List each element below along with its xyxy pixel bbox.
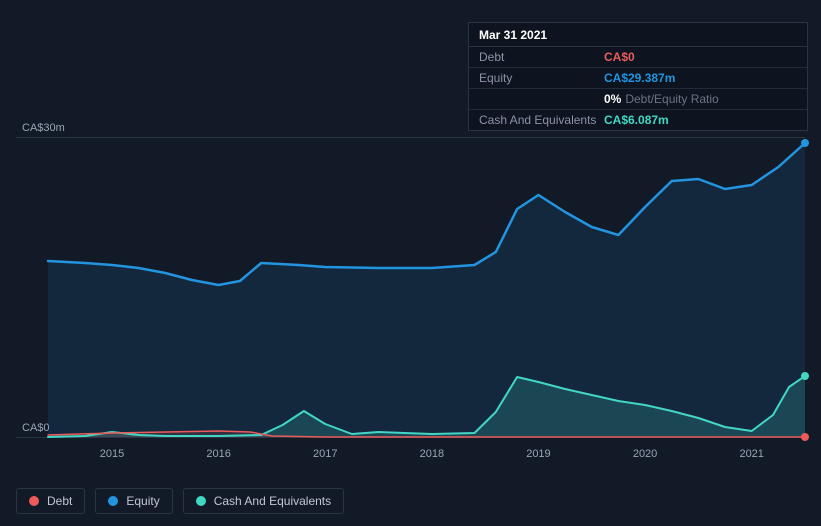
chart-tooltip: Mar 31 2021 DebtCA$0EquityCA$29.387m0%De…: [468, 22, 808, 131]
end-marker-cash-and-equivalents: [801, 372, 809, 380]
tooltip-row-label: Equity: [479, 71, 604, 85]
legend-swatch: [108, 496, 118, 506]
tooltip-row-label: Cash And Equivalents: [479, 113, 604, 127]
legend-label: Cash And Equivalents: [214, 494, 331, 508]
tooltip-row: DebtCA$0: [469, 47, 807, 68]
x-axis-tick-2019: 2019: [526, 448, 550, 460]
legend-swatch: [196, 496, 206, 506]
tooltip-row: EquityCA$29.387m: [469, 68, 807, 89]
tooltip-date: Mar 31 2021: [469, 23, 807, 47]
x-axis-tick-2017: 2017: [313, 448, 337, 460]
legend-item-cash-and-equivalents[interactable]: Cash And Equivalents: [183, 488, 344, 514]
tooltip-row: 0%Debt/Equity Ratio: [469, 89, 807, 110]
legend-label: Equity: [126, 494, 159, 508]
tooltip-row-value: CA$0: [604, 50, 797, 64]
x-axis-tick-2018: 2018: [420, 448, 444, 460]
x-axis-tick-2015: 2015: [100, 448, 124, 460]
tooltip-row-label: [479, 92, 604, 106]
tooltip-row-value: CA$29.387m: [604, 71, 797, 85]
x-axis-tick-2021: 2021: [739, 448, 763, 460]
tooltip-row-value: 0%Debt/Equity Ratio: [604, 92, 797, 106]
x-axis-tick-2020: 2020: [633, 448, 657, 460]
end-marker-debt: [801, 433, 809, 441]
legend-item-equity[interactable]: Equity: [95, 488, 172, 514]
tooltip-row: Cash And EquivalentsCA$6.087m: [469, 110, 807, 130]
chart-legend: Debt Equity Cash And Equivalents: [16, 488, 344, 514]
x-axis-tick-2016: 2016: [206, 448, 230, 460]
legend-item-debt[interactable]: Debt: [16, 488, 85, 514]
tooltip-row-label: Debt: [479, 50, 604, 64]
end-marker-equity: [801, 139, 809, 147]
legend-swatch: [29, 496, 39, 506]
series-area-equity: [48, 143, 805, 437]
tooltip-row-value: CA$6.087m: [604, 113, 797, 127]
legend-label: Debt: [47, 494, 72, 508]
